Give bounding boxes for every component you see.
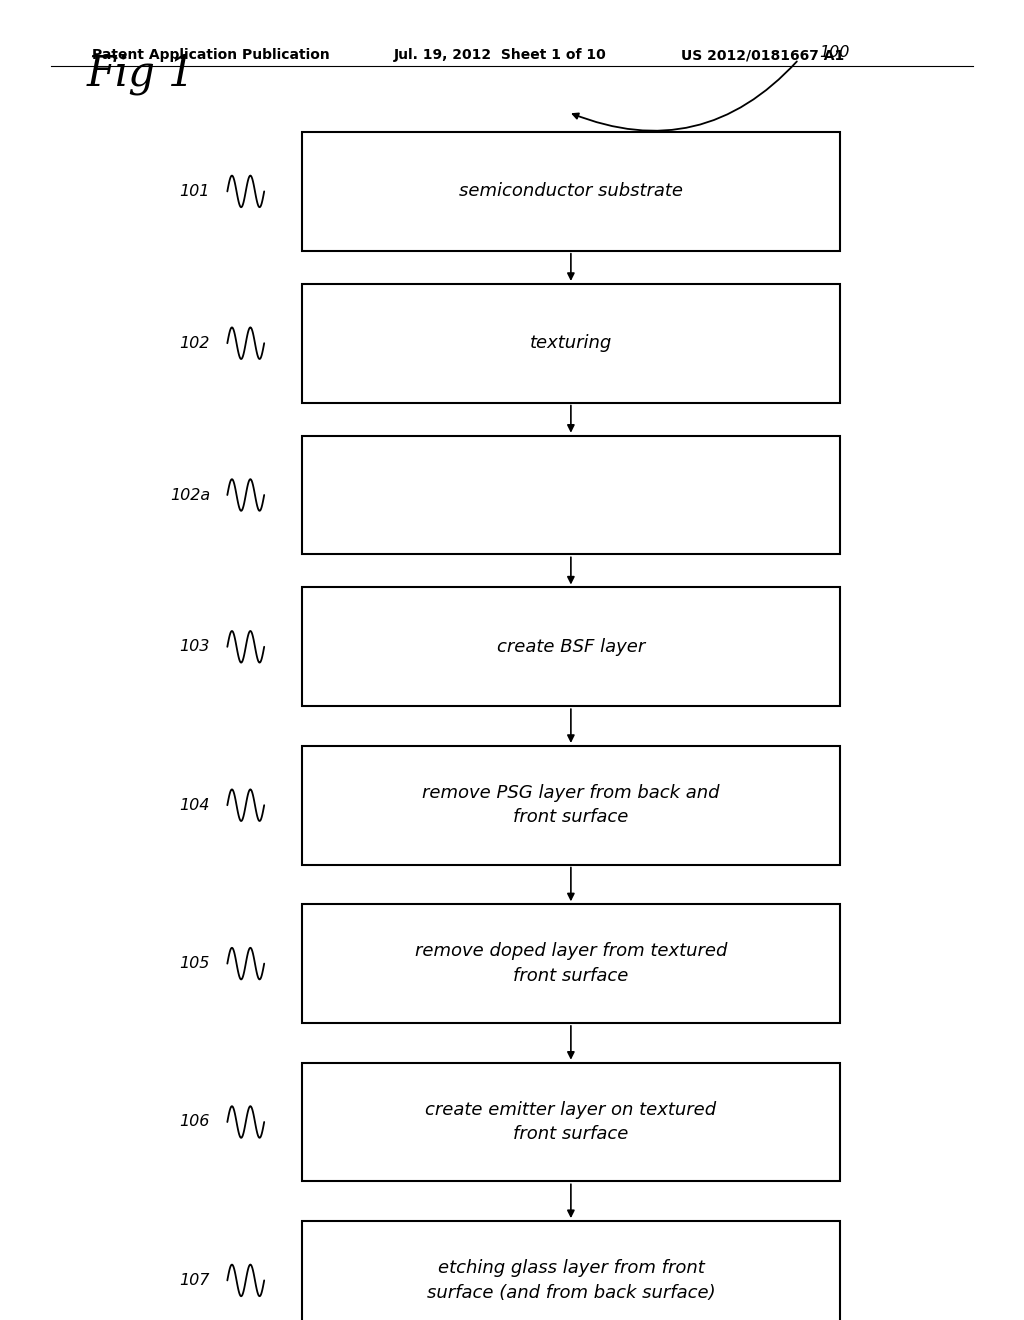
Text: semiconductor substrate: semiconductor substrate (459, 182, 683, 201)
Text: Fig 1: Fig 1 (87, 53, 196, 95)
Text: 100: 100 (819, 45, 850, 61)
Text: 105: 105 (179, 956, 210, 972)
Text: create BSF layer: create BSF layer (497, 638, 645, 656)
Text: 106: 106 (179, 1114, 210, 1130)
Bar (302, 1063, 840, 1181)
Bar (302, 746, 840, 865)
Text: remove PSG layer from back and
front surface: remove PSG layer from back and front sur… (422, 784, 720, 826)
Bar (302, 284, 840, 403)
Bar (302, 1221, 840, 1320)
Text: remove doped layer from textured
front surface: remove doped layer from textured front s… (415, 942, 727, 985)
Text: US 2012/0181667 A1: US 2012/0181667 A1 (681, 49, 844, 62)
Text: Jul. 19, 2012  Sheet 1 of 10: Jul. 19, 2012 Sheet 1 of 10 (394, 49, 607, 62)
Text: Patent Application Publication: Patent Application Publication (92, 49, 330, 62)
Text: texturing: texturing (529, 334, 612, 352)
Bar (302, 436, 840, 554)
Text: etching glass layer from front
surface (and from back surface): etching glass layer from front surface (… (427, 1259, 715, 1302)
Text: 107: 107 (179, 1272, 210, 1288)
Text: 102a: 102a (170, 487, 210, 503)
Text: 102: 102 (179, 335, 210, 351)
Text: 103: 103 (179, 639, 210, 655)
Bar (302, 904, 840, 1023)
Bar (302, 587, 840, 706)
Text: 101: 101 (179, 183, 210, 199)
Bar (302, 132, 840, 251)
Text: 104: 104 (179, 797, 210, 813)
Text: create emitter layer on textured
front surface: create emitter layer on textured front s… (425, 1101, 717, 1143)
